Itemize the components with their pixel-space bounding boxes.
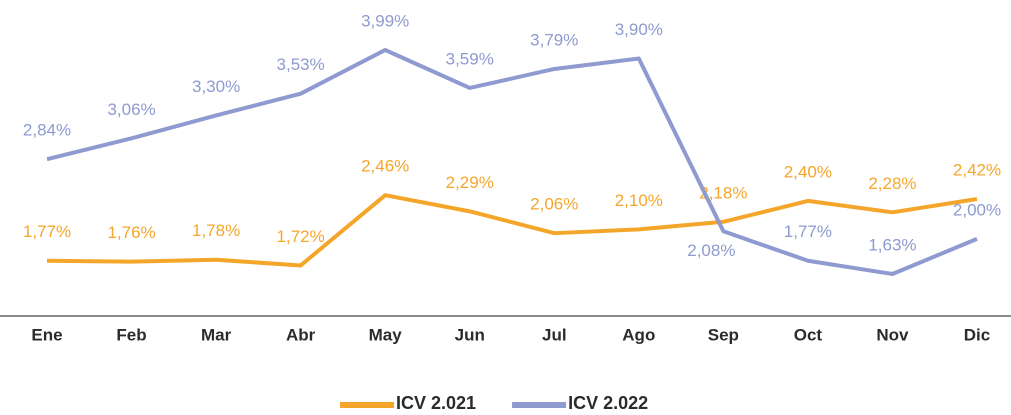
value-label: 1,72% <box>277 227 325 246</box>
value-label: 1,78% <box>192 221 240 240</box>
x-tick-label: Oct <box>794 325 823 344</box>
value-label: 2,84% <box>23 121 71 140</box>
line <box>46 48 978 276</box>
x-tick-label: Mar <box>201 325 232 344</box>
value-label: 2,08% <box>687 241 735 260</box>
legend-label: ICV 2.021 <box>396 393 476 413</box>
x-tick-label: Jul <box>542 325 567 344</box>
value-label: 2,42% <box>953 161 1001 180</box>
value-label: 2,06% <box>530 195 578 214</box>
value-label: 2,10% <box>615 191 663 210</box>
x-tick-label: May <box>369 325 403 344</box>
value-label: 3,53% <box>277 55 325 74</box>
x-tick-label: Sep <box>708 325 739 344</box>
value-label: 1,77% <box>23 222 71 241</box>
value-label: 3,59% <box>446 49 494 68</box>
value-label: 2,40% <box>784 162 832 181</box>
x-tick-label: Nov <box>876 325 909 344</box>
value-label: 1,63% <box>868 235 916 254</box>
value-label: 3,30% <box>192 77 240 96</box>
value-label: 1,77% <box>784 222 832 241</box>
value-label: 3,06% <box>107 100 155 119</box>
line <box>46 193 978 268</box>
x-tick-label: Abr <box>286 325 316 344</box>
value-label: 2,28% <box>868 174 916 193</box>
x-tick-label: Ene <box>31 325 62 344</box>
value-label: 3,79% <box>530 30 578 49</box>
x-tick-label: Dic <box>964 325 990 344</box>
value-label: 3,90% <box>615 20 663 39</box>
value-label: 2,46% <box>361 157 409 176</box>
value-label: 1,76% <box>107 223 155 242</box>
legend-label: ICV 2.022 <box>568 393 648 413</box>
x-tick-label: Ago <box>622 325 655 344</box>
x-tick-label: Feb <box>116 325 146 344</box>
value-label: 2,29% <box>446 173 494 192</box>
value-label: 3,99% <box>361 11 409 30</box>
value-label: 2,18% <box>699 183 747 202</box>
value-label: 2,00% <box>953 200 1001 219</box>
x-tick-label: Jun <box>455 325 485 344</box>
